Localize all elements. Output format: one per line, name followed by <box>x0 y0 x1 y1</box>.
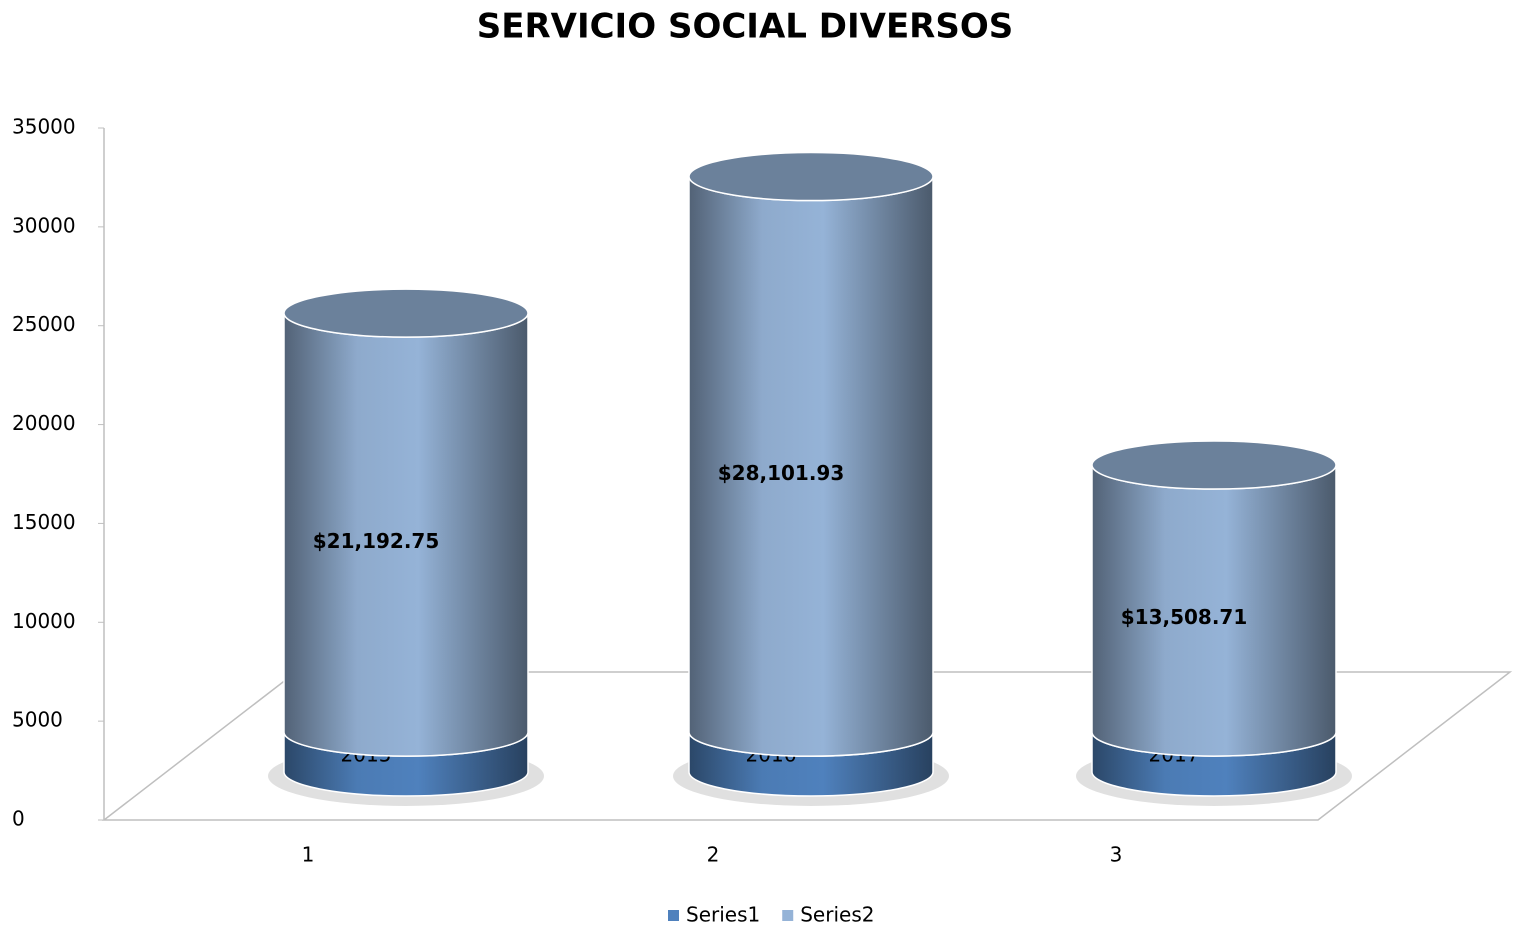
legend-label: Series2 <box>800 903 874 927</box>
legend-swatch <box>782 910 794 921</box>
data-label: $21,192.75 <box>313 529 440 553</box>
cylinder-top <box>688 151 934 202</box>
x-tick-label: 1 <box>302 843 315 867</box>
y-tick-label: 25000 <box>12 312 76 336</box>
data-label: $13,508.71 <box>1121 605 1248 629</box>
cylinder-top <box>283 288 529 338</box>
cylinder-top <box>1091 440 1337 490</box>
y-tick-label: 30000 <box>12 213 76 237</box>
y-tick-label: 5000 <box>12 708 63 732</box>
y-tick-label: 10000 <box>12 609 76 633</box>
y-tick-label: 15000 <box>12 510 76 534</box>
x-tick-label: 2 <box>707 843 720 867</box>
legend-label: Series1 <box>686 903 760 927</box>
floor <box>101 671 1513 821</box>
data-label: $28,101.93 <box>718 461 845 485</box>
y-tick-label: 20000 <box>12 411 76 435</box>
y-tick-label: 35000 <box>12 115 76 139</box>
chart-title: SERVICIO SOCIAL DIVERSOS <box>477 7 1013 47</box>
x-tick-label: 3 <box>1110 843 1123 867</box>
legend-swatch <box>668 910 679 921</box>
y-tick-label: 0 <box>12 807 25 831</box>
